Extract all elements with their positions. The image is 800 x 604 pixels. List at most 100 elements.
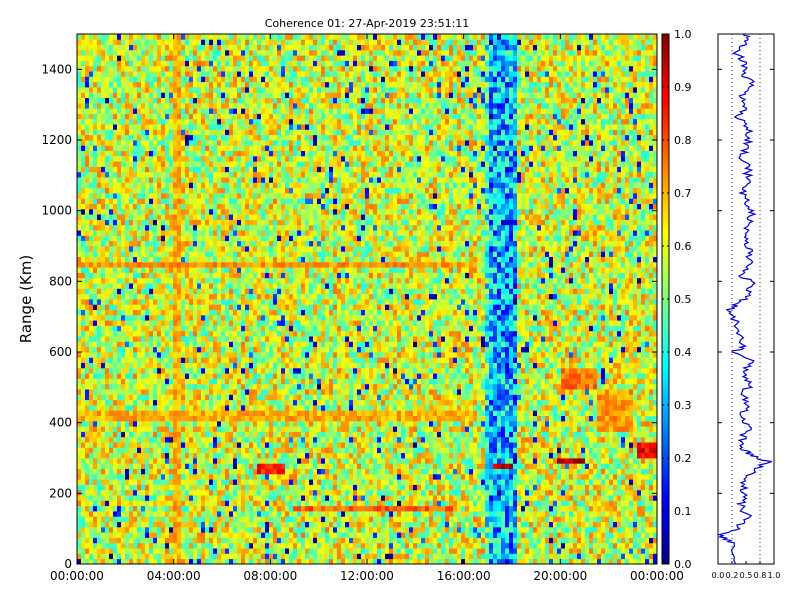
- heatmap-cell: [233, 161, 238, 167]
- heatmap-cell: [121, 526, 126, 533]
- heatmap-cell: [241, 447, 246, 454]
- heatmap-cell: [133, 511, 138, 517]
- heatmap-cell: [153, 415, 158, 422]
- heatmap-cell: [209, 187, 214, 194]
- heatmap-cell: [93, 171, 98, 178]
- heatmap-cell: [137, 240, 142, 247]
- heatmap-cell: [153, 309, 158, 316]
- heatmap-cell: [85, 309, 90, 316]
- heatmap-cell: [109, 124, 114, 130]
- heatmap-cell: [173, 224, 178, 231]
- heatmap-cell: [161, 468, 166, 475]
- heatmap-cell: [93, 521, 98, 528]
- heatmap-cell: [177, 542, 182, 549]
- heatmap-cell: [213, 203, 218, 210]
- heatmap-cell: [241, 240, 246, 247]
- heatmap-cell: [157, 537, 162, 544]
- heatmap-cell: [237, 87, 242, 93]
- heatmap-cell: [185, 150, 190, 157]
- heatmap-cell: [189, 463, 194, 469]
- heatmap-cell: [225, 468, 230, 475]
- heatmap-cell: [85, 495, 90, 501]
- heatmap-cell: [125, 155, 130, 162]
- heatmap-cell: [233, 39, 238, 45]
- heatmap-cell: [189, 240, 194, 247]
- heatmap-cell: [241, 140, 246, 146]
- heatmap-cell: [149, 171, 154, 178]
- heatmap-cell: [77, 320, 82, 326]
- heatmap-cell: [77, 145, 82, 151]
- heatmap-cell: [257, 463, 262, 469]
- heatmap-cell: [217, 208, 222, 215]
- heatmap-cell: [117, 399, 122, 406]
- heatmap-cell: [85, 171, 90, 178]
- heatmap-cell: [177, 102, 182, 109]
- heatmap-cell: [181, 336, 186, 342]
- heatmap-cell: [157, 548, 162, 554]
- heatmap-cell: [217, 442, 222, 448]
- heatmap-cell: [93, 118, 98, 125]
- heatmap-cell: [265, 267, 270, 273]
- heatmap-cell: [261, 150, 266, 157]
- heatmap-cell: [133, 383, 138, 390]
- heatmap-cell: [165, 479, 170, 485]
- heatmap-cell: [109, 548, 114, 554]
- heatmap-cell: [241, 325, 246, 332]
- heatmap-cell: [141, 378, 146, 385]
- heatmap-cell: [165, 399, 170, 406]
- heatmap-cell: [177, 150, 182, 157]
- heatmap-cell: [213, 299, 218, 305]
- heatmap-cell: [189, 150, 194, 157]
- heatmap-cell: [105, 484, 110, 491]
- heatmap-cell: [213, 124, 218, 130]
- heatmap-cell: [141, 76, 146, 83]
- heatmap-cell: [105, 373, 110, 379]
- heatmap-cell: [89, 452, 94, 459]
- heatmap-cell: [213, 526, 218, 533]
- heatmap-cell: [225, 378, 230, 385]
- heatmap-cell: [169, 479, 174, 485]
- heatmap-cell: [121, 505, 126, 512]
- heatmap-cell: [105, 447, 110, 454]
- heatmap-cell: [177, 129, 182, 136]
- heatmap-cell: [137, 155, 142, 162]
- heatmap-cell: [97, 246, 102, 252]
- heatmap-cell: [205, 420, 210, 427]
- heatmap-cell: [181, 505, 186, 512]
- heatmap-cell: [93, 34, 98, 40]
- heatmap-cell: [85, 410, 90, 416]
- heatmap-cell: [101, 39, 106, 45]
- heatmap-cell: [133, 208, 138, 215]
- heatmap-cell: [225, 97, 230, 104]
- heatmap-cell: [77, 44, 82, 51]
- heatmap-cell: [101, 272, 106, 279]
- heatmap-cell: [229, 49, 234, 56]
- heatmap-cell: [237, 436, 242, 443]
- heatmap-cell: [157, 299, 162, 305]
- heatmap-cell: [81, 214, 86, 220]
- heatmap-cell: [273, 304, 278, 310]
- heatmap-cell: [89, 171, 94, 178]
- heatmap-cell: [249, 166, 254, 173]
- heatmap-cell: [97, 426, 102, 432]
- heatmap-cell: [229, 299, 234, 305]
- heatmap-cell: [225, 193, 230, 199]
- heatmap-cell: [85, 102, 90, 109]
- heatmap-cell: [149, 267, 154, 273]
- heatmap-cell: [97, 399, 102, 406]
- heatmap-cell: [253, 304, 258, 310]
- heatmap-cell: [193, 320, 198, 326]
- heatmap-cell: [213, 198, 218, 204]
- heatmap-cell: [205, 39, 210, 45]
- heatmap-cell: [129, 124, 134, 130]
- heatmap-cell: [205, 150, 210, 157]
- heatmap-cell: [245, 341, 250, 348]
- heatmap-cell: [197, 267, 202, 273]
- heatmap-cell: [141, 420, 146, 427]
- heatmap-cell: [105, 235, 110, 242]
- heatmap-cell: [229, 230, 234, 236]
- heatmap-cell: [257, 325, 262, 332]
- heatmap-cell: [185, 203, 190, 210]
- heatmap-cell: [185, 224, 190, 231]
